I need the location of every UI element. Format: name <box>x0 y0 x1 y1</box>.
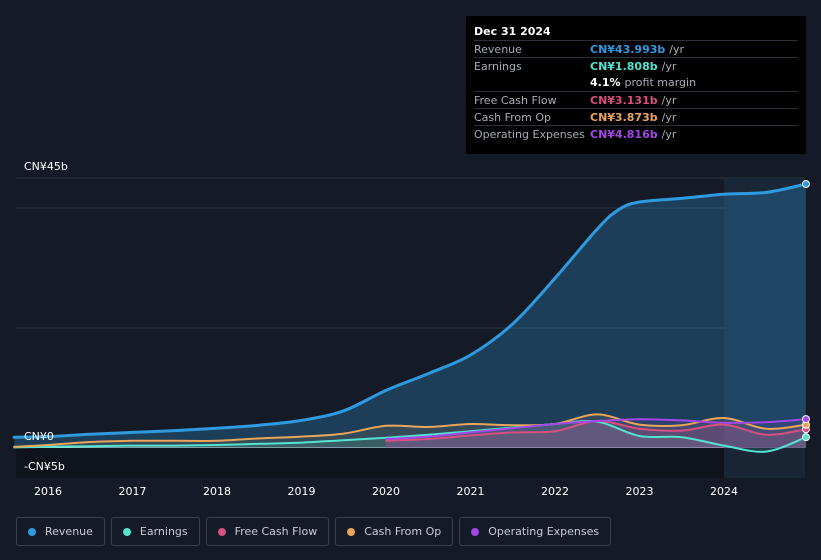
legend-label: Cash From Op <box>364 525 442 538</box>
y-label-top: CN¥45b <box>24 160 68 173</box>
tooltip-date: Dec 31 2024 <box>474 25 551 38</box>
tooltip-row: Revenue CN¥43.993b/yr <box>474 40 798 57</box>
cash-from-op-line <box>13 413 807 448</box>
tooltip-row-unit: /yr <box>661 128 677 141</box>
legend-item-revenue[interactable]: Revenue <box>16 517 105 546</box>
tooltip-row-label: Operating Expenses <box>474 128 585 141</box>
earnings-line <box>13 419 807 453</box>
legend-item-operating-expenses[interactable]: Operating Expenses <box>459 517 612 546</box>
area-fills <box>14 184 806 452</box>
tooltip-row-unit: /yr <box>661 60 677 73</box>
x-tick-label: 2021 <box>456 485 485 498</box>
legend: Revenue Earnings Free Cash Flow Cash From O… <box>16 517 612 546</box>
x-tick-label: 2023 <box>625 485 654 498</box>
tooltip-row-label <box>474 74 590 91</box>
tooltip-row-label: Revenue <box>474 43 522 56</box>
x-tick-label: 2017 <box>118 485 147 498</box>
tooltip-row: Cash From Op CN¥3.873b/yr <box>474 108 798 125</box>
tooltip-row-label: Earnings <box>474 60 522 73</box>
tooltip-row-value: CN¥4.816b <box>590 128 658 141</box>
y-label-bottom: -CN¥5b <box>24 460 65 473</box>
tooltip-row-value: 4.1% <box>590 76 621 89</box>
revenue-area <box>14 184 806 448</box>
revenue-endpoint <box>801 180 810 189</box>
legend-dot-icon <box>217 527 226 536</box>
x-tick-label: 2018 <box>203 485 231 498</box>
operating-expenses-line <box>385 418 807 440</box>
x-tick-label: 2016 <box>34 485 62 498</box>
series-endpoints <box>801 180 810 442</box>
legend-label: Revenue <box>45 525 93 538</box>
x-tick-label: 2024 <box>710 485 738 498</box>
negative-band <box>16 448 805 478</box>
grid <box>16 177 805 478</box>
tooltip-row-unit: /yr <box>669 43 685 56</box>
tooltip: Dec 31 2024 Revenue CN¥43.993b/yr Earnings… <box>466 16 806 154</box>
legend-dot-icon <box>122 527 131 536</box>
x-tick-label: 2020 <box>372 485 400 498</box>
legend-item-cash-from-op[interactable]: Cash From Op <box>335 517 454 546</box>
x-tick-label: 2022 <box>541 485 569 498</box>
legend-label: Operating Expenses <box>488 525 600 538</box>
tooltip-row: Operating Expenses CN¥4.816b/yr <box>474 125 798 142</box>
chart-area: CN¥45b CN¥0 -CN¥5b 2016 2017 2018 2019 2020 2… <box>12 16 810 498</box>
y-label-zero: CN¥0 <box>24 430 54 443</box>
tooltip-row-unit: /yr <box>661 111 677 124</box>
series-lines <box>12 182 808 453</box>
revenue-line <box>12 182 808 439</box>
tooltip-row-value: CN¥3.873b <box>590 111 658 124</box>
tooltip-row-label: Cash From Op <box>474 111 552 124</box>
legend-item-earnings[interactable]: Earnings <box>110 517 200 546</box>
tooltip-row-value: CN¥3.131b <box>590 94 658 107</box>
tooltip-row-label: Free Cash Flow <box>474 94 557 107</box>
tooltip-row: 4.1% profit margin <box>474 74 798 91</box>
tooltip-row-unit: profit margin <box>624 76 697 89</box>
legend-label: Free Cash Flow <box>234 525 318 538</box>
legend-label: Earnings <box>139 525 188 538</box>
tooltip-row-value: CN¥43.993b <box>590 43 666 56</box>
tooltip-row: Free Cash Flow CN¥3.131b/yr <box>474 91 798 108</box>
x-tick-label: 2019 <box>287 485 316 498</box>
legend-item-free-cash-flow[interactable]: Free Cash Flow <box>205 517 330 546</box>
legend-dot-icon <box>28 527 36 536</box>
tooltip-rows: Revenue CN¥43.993b/yr Earnings CN¥1.808b/yr… <box>474 40 798 142</box>
tooltip-row: Earnings CN¥1.808b/yr <box>474 57 798 74</box>
tooltip-row-unit: /yr <box>661 94 677 107</box>
legend-dot-icon <box>347 527 356 536</box>
legend-dot-icon <box>471 527 480 536</box>
earnings-endpoint <box>801 433 810 442</box>
chart-svg <box>12 177 810 478</box>
tooltip-row-value: CN¥1.808b <box>590 60 658 73</box>
operating-expenses-endpoint <box>801 415 810 424</box>
